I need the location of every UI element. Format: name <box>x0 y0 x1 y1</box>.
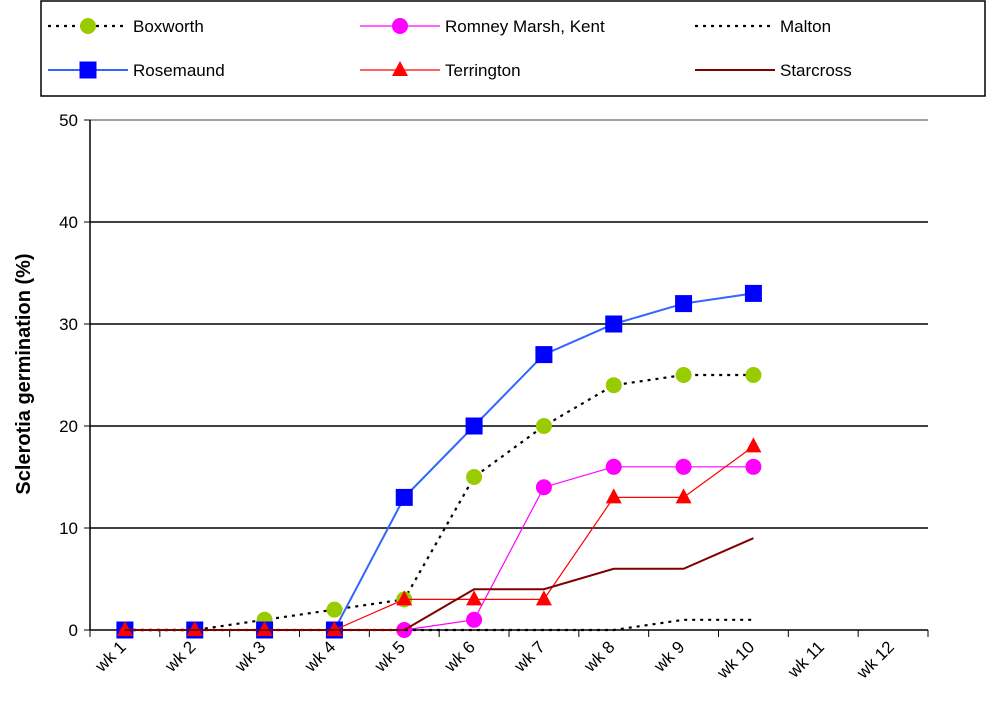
legend-box <box>40 0 986 97</box>
data-point <box>116 621 133 636</box>
data-point <box>466 611 483 628</box>
x-tick-label: wk 11 <box>783 637 828 682</box>
series-romney-marsh-kent <box>396 458 762 638</box>
data-point <box>745 367 762 383</box>
data-point <box>675 295 693 313</box>
data-point <box>535 590 552 606</box>
data-point <box>326 601 343 618</box>
y-tick-label: 30 <box>59 315 78 334</box>
series-layer <box>116 284 762 639</box>
y-tick-label: 20 <box>59 417 78 436</box>
x-tick-label: wk 4 <box>300 637 339 676</box>
series-line <box>124 373 754 632</box>
data-point <box>745 437 762 453</box>
gridlines <box>90 119 928 529</box>
data-point <box>535 418 552 434</box>
legend-label: Boxworth <box>133 17 204 36</box>
series-rosemaund <box>116 284 762 639</box>
x-tick-label: wk 1 <box>91 637 130 676</box>
legend-label: Terrington <box>445 61 521 80</box>
legend-marker <box>392 18 408 34</box>
legend-marker <box>80 18 96 34</box>
x-tick-label: wk 8 <box>580 637 619 676</box>
data-point <box>605 458 622 475</box>
data-point <box>465 417 483 435</box>
x-tick-label: wk 7 <box>510 637 549 676</box>
y-axis-label: Sclerotia germination (%) <box>13 253 35 494</box>
data-point <box>256 621 273 636</box>
legend-entry-terrington: Terrington <box>360 61 521 80</box>
legend: Boxworth Romney Marsh, Kent Malton Rosemaun… <box>48 17 852 80</box>
data-point <box>605 315 623 333</box>
x-tick-label: wk 6 <box>440 637 479 676</box>
data-point <box>535 479 552 496</box>
data-point <box>395 488 413 506</box>
data-point <box>605 488 622 504</box>
legend-entry-romney-marsh-kent: Romney Marsh, Kent <box>360 17 605 36</box>
data-point <box>744 284 762 302</box>
legend-label: Rosemaund <box>133 61 225 80</box>
data-point <box>186 621 203 636</box>
series-boxworth <box>116 367 762 638</box>
data-point <box>466 469 483 485</box>
x-tick-label: wk 3 <box>231 637 270 676</box>
data-point <box>675 458 692 475</box>
legend-label: Malton <box>780 17 831 36</box>
legend-marker <box>79 61 97 79</box>
data-point <box>675 367 692 383</box>
y-tick-label: 50 <box>59 111 78 130</box>
data-point <box>745 458 762 475</box>
x-tick-label: wk 5 <box>370 637 409 676</box>
legend-entry-rosemaund: Rosemaund <box>48 61 225 80</box>
legend-entry-malton: Malton <box>695 17 831 36</box>
legend-label: Romney Marsh, Kent <box>445 17 605 36</box>
data-point <box>535 346 553 364</box>
data-point <box>396 590 413 606</box>
legend-entry-boxworth: Boxworth <box>48 17 204 36</box>
data-point <box>605 377 622 394</box>
data-point <box>466 590 483 606</box>
legend-label: Starcross <box>780 61 852 80</box>
x-tick-label: wk 10 <box>713 637 759 683</box>
legend-marker <box>392 61 408 76</box>
x-tick-label: wk 2 <box>161 637 200 676</box>
y-tick-label: 40 <box>59 213 78 232</box>
series-line <box>124 537 754 631</box>
data-point <box>675 488 692 504</box>
x-tick-label: wk 9 <box>650 637 689 676</box>
legend-entry-starcross: Starcross <box>695 61 852 80</box>
series-line <box>124 292 754 631</box>
y-tick-labels: 0 10 20 30 40 50 <box>59 111 78 640</box>
series-starcross <box>124 537 754 631</box>
y-tick-label: 0 <box>69 621 78 640</box>
x-tick-labels: wk 1 wk 2 wk 3 wk 4 wk 5 wk 6 wk 7 wk 8 wk 9 wk 1… <box>91 637 898 683</box>
y-tick-label: 10 <box>59 519 78 538</box>
data-point <box>326 621 343 636</box>
x-tick-label: wk 12 <box>852 637 898 683</box>
series-line <box>404 466 754 631</box>
